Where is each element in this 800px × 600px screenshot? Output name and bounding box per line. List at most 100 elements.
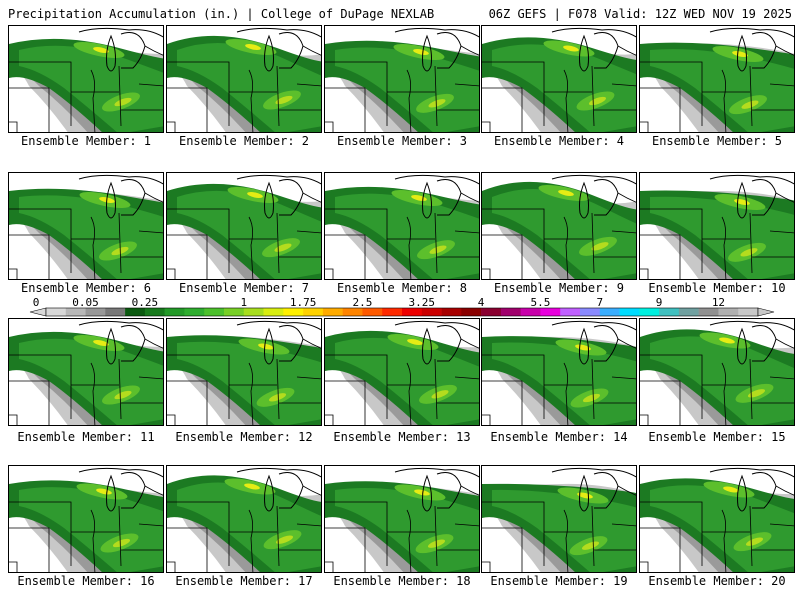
ensemble-member-label: Ensemble Member: 5 [651, 134, 783, 148]
ensemble-member-label: Ensemble Member: 13 [333, 430, 471, 444]
colorbar-bin [580, 308, 601, 316]
colorbar-bin [362, 308, 383, 316]
ensemble-member-label: Ensemble Member: 9 [493, 281, 625, 295]
ensemble-panel [639, 172, 795, 280]
ensemble-member-label: Ensemble Member: 16 [17, 574, 155, 588]
colorbar-tick-label: 1.75 [290, 296, 317, 309]
colorbar-bin [619, 308, 640, 316]
state-boundaries [9, 174, 163, 279]
state-boundaries [167, 27, 321, 132]
ensemble-member-label: Ensemble Member: 11 [17, 430, 155, 444]
state-boundaries [9, 320, 163, 425]
ensemble-member-label: Ensemble Member: 7 [178, 281, 310, 295]
ensemble-panel [324, 25, 480, 133]
ensemble-panel [166, 172, 322, 280]
state-boundaries [640, 320, 794, 425]
precip-colorbar: 0 0.05 0.25 1 1.75 2.5 3.25 4 5.5 7 9 12 [29, 296, 775, 317]
precip-field [9, 38, 163, 132]
colorbar-tick-label: 4 [478, 296, 485, 309]
precip-field [325, 481, 479, 572]
colorbar-bin [342, 308, 363, 316]
ensemble-panel [481, 318, 637, 426]
colorbar-tick-label: 12 [712, 296, 725, 309]
colorbar-tick-label: 7 [596, 296, 603, 309]
colorbar-bin [441, 308, 462, 316]
ensemble-member-label: Ensemble Member: 6 [20, 281, 152, 295]
colorbar-bin [204, 308, 225, 316]
colorbar-bin [184, 308, 205, 316]
colorbar-tick-label: 0 [33, 296, 40, 309]
page-title: Precipitation Accumulation (in.) | Colle… [8, 7, 435, 21]
colorbar-bin [500, 308, 521, 316]
precip-field [640, 329, 794, 425]
state-boundaries [325, 320, 479, 425]
ensemble-member-label: Ensemble Member: 2 [178, 134, 310, 148]
state-boundaries [9, 27, 163, 132]
colorbar-tick-label: 5.5 [531, 296, 551, 309]
precip-field [325, 330, 479, 425]
colorbar-left-arrow [29, 307, 47, 317]
colorbar-bin [382, 308, 403, 316]
colorbar-bin [461, 308, 482, 316]
state-boundaries [482, 320, 636, 425]
colorbar-bin [560, 308, 581, 316]
state-boundaries [640, 467, 794, 572]
state-boundaries [482, 27, 636, 132]
ensemble-member-label: Ensemble Member: 12 [175, 430, 313, 444]
ensemble-panel [481, 172, 637, 280]
colorbar-bin [659, 308, 680, 316]
ensemble-member-label: Ensemble Member: 20 [648, 574, 786, 588]
state-boundaries [640, 174, 794, 279]
colorbar-tick-label: 9 [656, 296, 663, 309]
state-boundaries [325, 27, 479, 132]
colorbar-bin [402, 308, 423, 316]
colorbar-bin [46, 308, 67, 316]
colorbar-bin [243, 308, 264, 316]
ensemble-member-label: Ensemble Member: 10 [648, 281, 786, 295]
state-boundaries [9, 467, 163, 572]
colorbar-bin [520, 308, 541, 316]
ensemble-panel [639, 25, 795, 133]
ensemble-member-label: Ensemble Member: 8 [336, 281, 468, 295]
colorbar-tick-label: 0.25 [132, 296, 159, 309]
ensemble-member-label: Ensemble Member: 15 [648, 430, 786, 444]
precip-field [167, 183, 321, 279]
ensemble-panel [166, 25, 322, 133]
ensemble-panel [8, 318, 164, 426]
ensemble-panel [324, 172, 480, 280]
colorbar-bin [738, 308, 759, 316]
ensemble-member-label: Ensemble Member: 1 [20, 134, 152, 148]
state-boundaries [325, 467, 479, 572]
ensemble-panel [8, 25, 164, 133]
ensemble-panel [8, 465, 164, 573]
precip-field [482, 37, 636, 132]
state-boundaries [167, 174, 321, 279]
colorbar-tick-label: 1 [240, 296, 247, 309]
ensemble-panel [481, 25, 637, 133]
ensemble-member-label: Ensemble Member: 4 [493, 134, 625, 148]
colorbar-tick-label: 0.05 [72, 296, 99, 309]
precip-field [640, 478, 794, 572]
ensemble-member-label: Ensemble Member: 19 [490, 574, 628, 588]
colorbar-bin [224, 308, 245, 316]
precip-field [325, 186, 479, 279]
ensemble-member-label: Ensemble Member: 18 [333, 574, 471, 588]
ensemble-panel [166, 318, 322, 426]
colorbar-bin [303, 308, 324, 316]
colorbar-bin [283, 308, 304, 316]
colorbar-bin [164, 308, 185, 316]
colorbar-bin [125, 308, 146, 316]
run-info: 06Z GEFS | F078 Valid: 12Z WED NOV 19 20… [488, 7, 792, 21]
precip-field [9, 480, 163, 572]
ensemble-panel [8, 172, 164, 280]
ensemble-panel [481, 465, 637, 573]
ensemble-member-label: Ensemble Member: 14 [490, 430, 628, 444]
colorbar-bin [540, 308, 561, 316]
ensemble-panel [166, 465, 322, 573]
ensemble-member-label: Ensemble Member: 17 [175, 574, 313, 588]
state-boundaries [482, 174, 636, 279]
colorbar-bin [599, 308, 620, 316]
colorbar-bin [263, 308, 284, 316]
precip-field [9, 331, 163, 425]
ensemble-panel [639, 465, 795, 573]
